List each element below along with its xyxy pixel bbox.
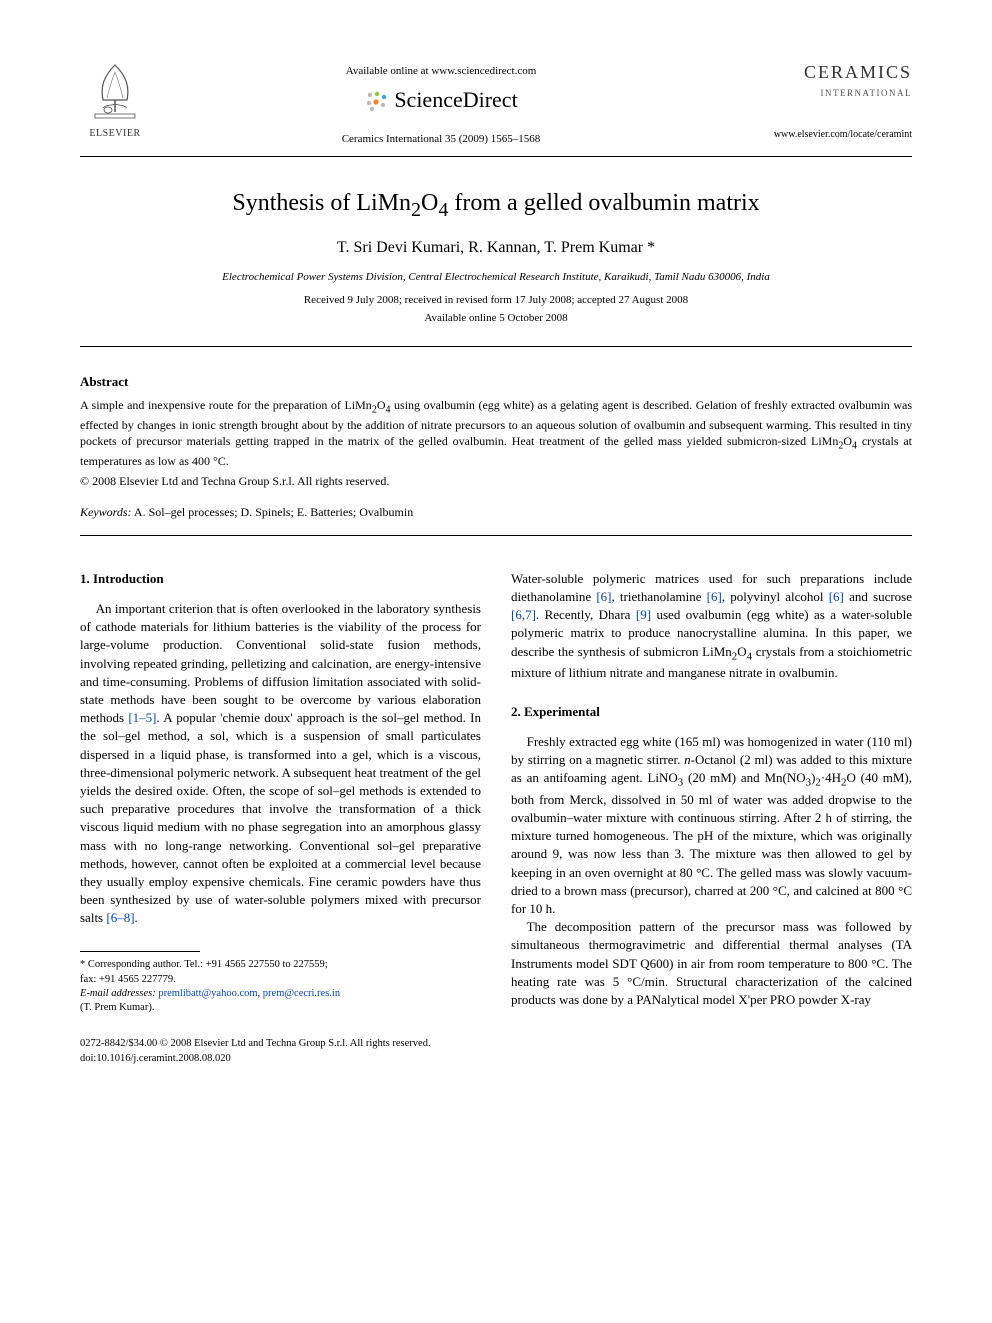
journal-url: www.elsevier.com/locate/ceramint [732,128,912,142]
footnote-email-1[interactable]: premlibatt@yahoo.com [158,988,257,999]
footnote-fax: fax: +91 4565 227779. [80,973,481,987]
experimental-paragraph-1: Freshly extracted egg white (165 ml) was… [511,733,912,918]
header-rule [80,156,912,157]
elsevier-logo: ELSEVIER [80,60,150,141]
journal-subtitle: INTERNATIONAL [732,87,912,100]
footer-issn: 0272-8842/$34.00 © 2008 Elsevier Ltd and… [80,1037,912,1052]
footnote-email-2[interactable]: prem@cecri.res.in [263,988,340,999]
keywords-label: Keywords: [80,505,132,519]
page-footer: 0272-8842/$34.00 © 2008 Elsevier Ltd and… [80,1037,912,1066]
abstract-heading: Abstract [80,373,912,391]
experimental-paragraph-2: The decomposition pattern of the precurs… [511,918,912,1009]
article-title: Synthesis of LiMn2O4 from a gelled ovalb… [80,187,912,224]
body-columns: 1. Introduction An important criterion t… [80,570,912,1015]
available-online-text: Available online at www.sciencedirect.co… [150,64,732,79]
header-center: Available online at www.sciencedirect.co… [150,60,732,148]
footnote-author-paren: (T. Prem Kumar). [80,1001,481,1015]
journal-logo-block: CERAMICS INTERNATIONAL www.elsevier.com/… [732,60,912,142]
page-header: ELSEVIER Available online at www.science… [80,60,912,148]
intro-continuation: Water-soluble polymeric matrices used fo… [511,570,912,683]
footer-doi: doi:10.1016/j.ceramint.2008.08.020 [80,1052,912,1067]
section-heading-experimental: 2. Experimental [511,703,912,721]
column-right: Water-soluble polymeric matrices used fo… [511,570,912,1015]
footnote-email-label: E-mail addresses: [80,988,156,999]
abstract-block: Abstract A simple and inexpensive route … [80,373,912,490]
elsevier-tree-icon [85,60,145,120]
corresponding-author-footnote: * Corresponding author. Tel.: +91 4565 2… [80,958,481,1015]
abstract-bottom-rule [80,535,912,536]
section-heading-introduction: 1. Introduction [80,570,481,588]
footnote-tel: * Corresponding author. Tel.: +91 4565 2… [80,958,481,972]
keywords-text: A. Sol–gel processes; D. Spinels; E. Bat… [132,505,414,519]
abstract-top-rule [80,346,912,347]
abstract-copyright: © 2008 Elsevier Ltd and Techna Group S.r… [80,473,912,490]
journal-title: CERAMICS [732,60,912,85]
footnote-email-line: E-mail addresses: premlibatt@yahoo.com, … [80,987,481,1001]
column-left: 1. Introduction An important criterion t… [80,570,481,1015]
sciencedirect-brand: ScienceDirect [394,85,517,116]
citation-line: Ceramics International 35 (2009) 1565–15… [150,132,732,147]
available-date: Available online 5 October 2008 [80,311,912,326]
keywords-line: Keywords: A. Sol–gel processes; D. Spine… [80,504,912,521]
author-list: T. Sri Devi Kumari, R. Kannan, T. Prem K… [80,237,912,259]
affiliation: Electrochemical Power Systems Division, … [80,270,912,285]
abstract-text: A simple and inexpensive route for the p… [80,397,912,469]
intro-paragraph-1: An important criterion that is often ove… [80,600,481,927]
elsevier-label: ELSEVIER [80,127,150,141]
sciencedirect-logo: ScienceDirect [364,85,517,116]
received-dates: Received 9 July 2008; received in revise… [80,293,912,308]
sciencedirect-dots-icon [364,89,388,113]
footnote-separator [80,951,200,952]
